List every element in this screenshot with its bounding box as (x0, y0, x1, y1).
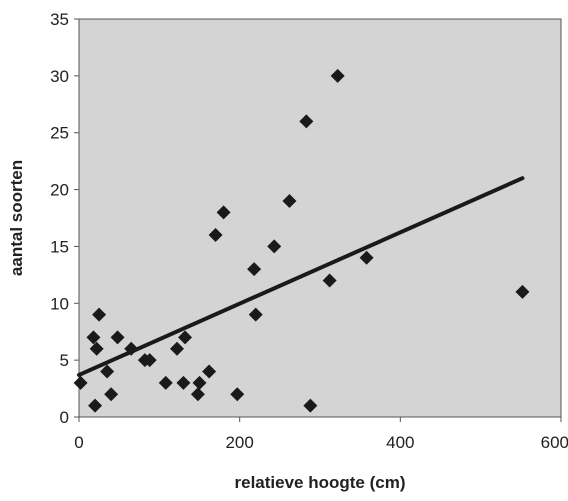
data-point-marker (299, 114, 314, 129)
data-point-marker (176, 375, 191, 390)
x-axis-ticks: 0 200 400 600 (74, 417, 568, 452)
x-tick-label: 600 (541, 433, 568, 452)
y-tick-label: 0 (60, 408, 69, 427)
plot-area (78, 18, 562, 418)
data-point-marker (303, 398, 318, 413)
data-point-marker (202, 364, 217, 379)
data-point-marker (330, 68, 345, 83)
data-point-marker (142, 353, 157, 368)
x-tick-label: 0 (74, 433, 83, 452)
data-point-marker (248, 307, 263, 322)
data-point-marker (124, 341, 139, 356)
x-axis-title: relatieve hoogte (cm) (235, 473, 406, 492)
y-tick-label: 35 (50, 10, 69, 29)
data-point-marker (110, 330, 125, 345)
x-tick-label: 200 (225, 433, 253, 452)
data-point-marker (89, 341, 104, 356)
data-points (73, 68, 530, 413)
data-point-marker (92, 307, 107, 322)
data-point-marker (190, 387, 205, 402)
data-point-marker (247, 262, 262, 277)
y-tick-label: 10 (50, 294, 69, 313)
trendline (77, 176, 525, 377)
y-tick-label: 5 (60, 351, 69, 370)
data-point-marker (170, 341, 185, 356)
y-axis-ticks: 0 5 10 15 20 25 30 35 (50, 10, 79, 427)
data-point-marker (282, 193, 297, 208)
data-point-marker (88, 398, 103, 413)
y-tick-label: 15 (50, 237, 69, 256)
y-tick-label: 20 (50, 181, 69, 200)
data-point-marker (86, 330, 101, 345)
data-point-marker (192, 375, 207, 390)
data-point-marker (216, 205, 231, 220)
data-point-marker (267, 239, 282, 254)
data-point-marker (73, 375, 88, 390)
data-point-marker (515, 284, 530, 299)
y-axis-title: aantal soorten (7, 160, 26, 276)
y-tick-label: 25 (50, 124, 69, 143)
data-point-marker (100, 364, 115, 379)
x-tick-label: 400 (386, 433, 414, 452)
data-point-marker (158, 375, 173, 390)
data-point-marker (178, 330, 193, 345)
y-tick-label: 30 (50, 67, 69, 86)
data-point-marker (322, 273, 337, 288)
data-point-marker (104, 387, 119, 402)
data-point-marker (208, 228, 223, 243)
data-point-marker (359, 250, 374, 265)
data-point-marker (230, 387, 245, 402)
